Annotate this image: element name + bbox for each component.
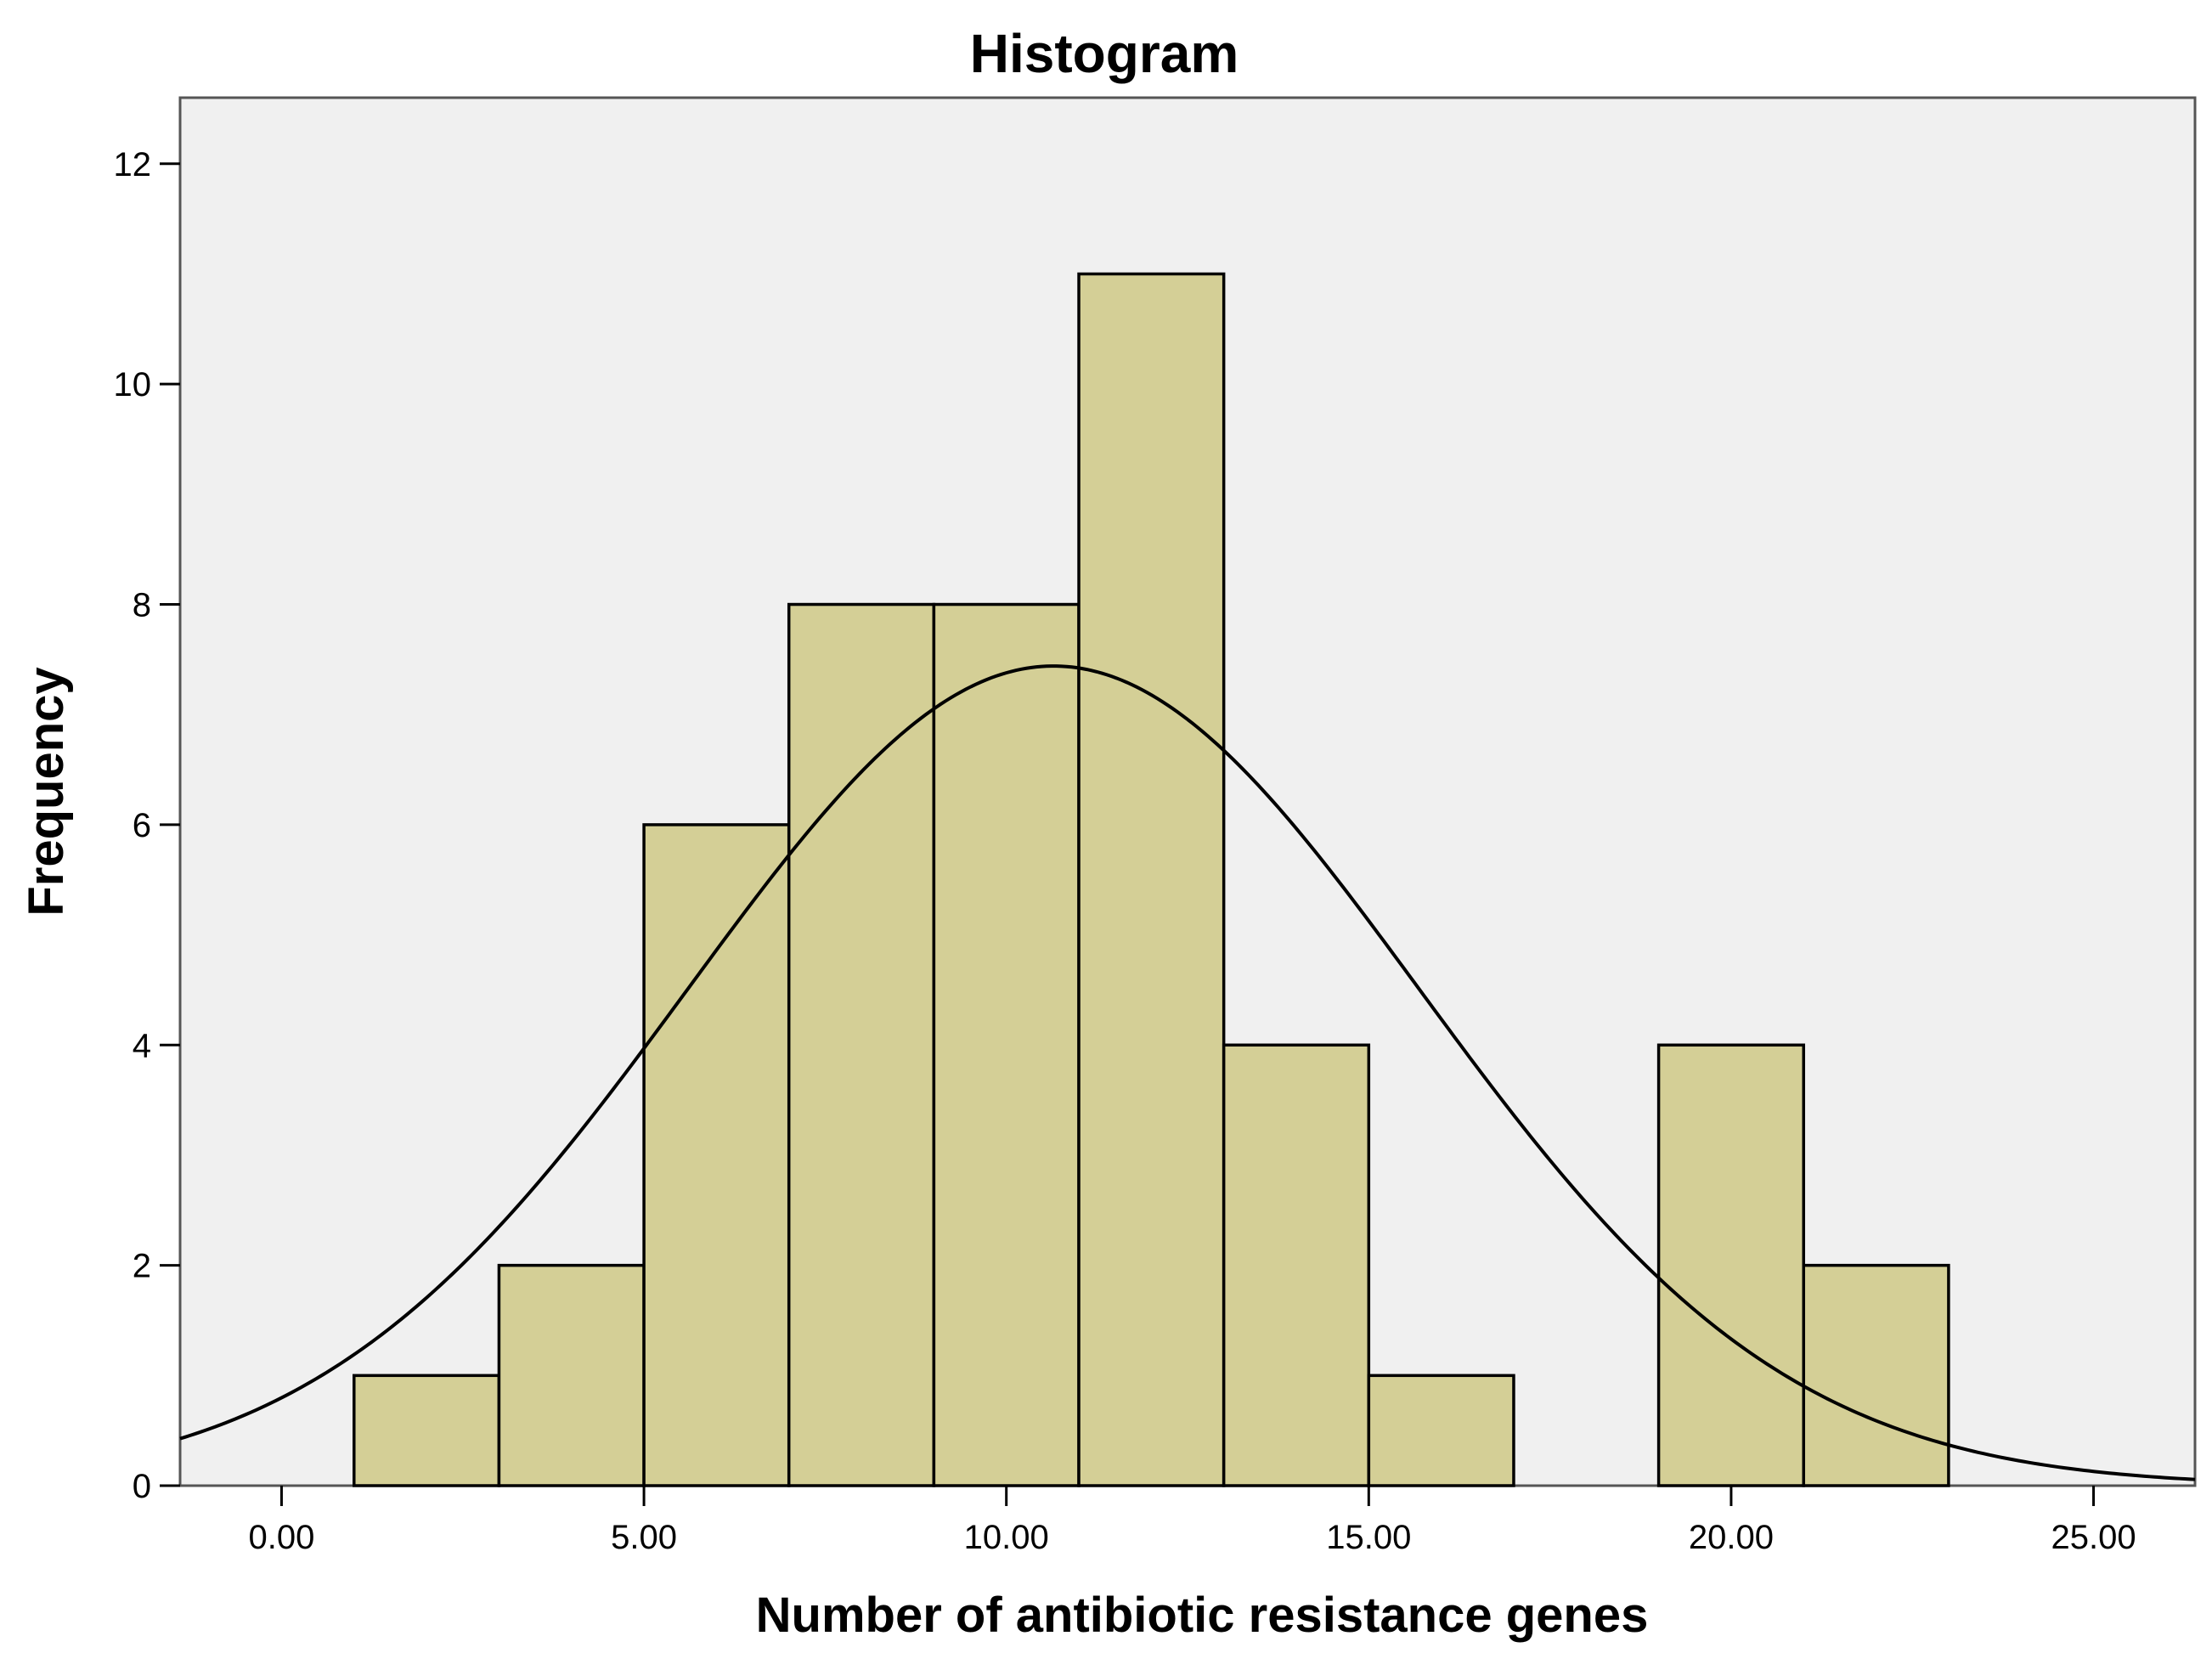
y-tick-label: 0: [133, 1468, 151, 1505]
y-axis-title: Frequency: [19, 667, 74, 916]
y-tick-label: 12: [114, 146, 152, 183]
x-tick-label: 25.00: [2051, 1519, 2136, 1556]
histogram-bar: [787, 602, 936, 1487]
histogram-bar: [353, 1374, 501, 1487]
y-tick-label: 2: [133, 1248, 151, 1285]
x-tick-label: 5.00: [611, 1519, 677, 1556]
x-tick-label: 0.00: [249, 1519, 315, 1556]
histogram-bar: [1222, 1043, 1371, 1487]
normal-curve: [179, 664, 2196, 1481]
y-axis: 0 2 4 6 8 10 12: [114, 146, 180, 1505]
histogram-bar: [932, 602, 1081, 1487]
histogram-bar: [1367, 1374, 1515, 1487]
histogram-bar: [497, 1263, 646, 1487]
histogram-bar: [1077, 272, 1226, 1487]
x-axis-title: Number of antibiotic resistance genes: [756, 1588, 1649, 1643]
y-tick-label: 10: [114, 366, 152, 403]
y-tick-label: 8: [133, 587, 151, 624]
x-axis: 0.00 5.00 10.00 15.00 20.00 25.00: [249, 1486, 2136, 1556]
x-tick-label: 20.00: [1689, 1519, 1774, 1556]
histogram-bar: [1656, 1043, 1806, 1487]
histogram-bar: [642, 823, 791, 1487]
histogram-bars: [353, 272, 1950, 1487]
y-tick-label: 6: [133, 807, 151, 844]
chart-title: Histogram: [970, 23, 1239, 84]
x-tick-label: 10.00: [964, 1519, 1049, 1556]
y-tick-label: 4: [133, 1027, 151, 1064]
x-tick-label: 15.00: [1326, 1519, 1411, 1556]
histogram-bar: [1802, 1263, 1950, 1487]
